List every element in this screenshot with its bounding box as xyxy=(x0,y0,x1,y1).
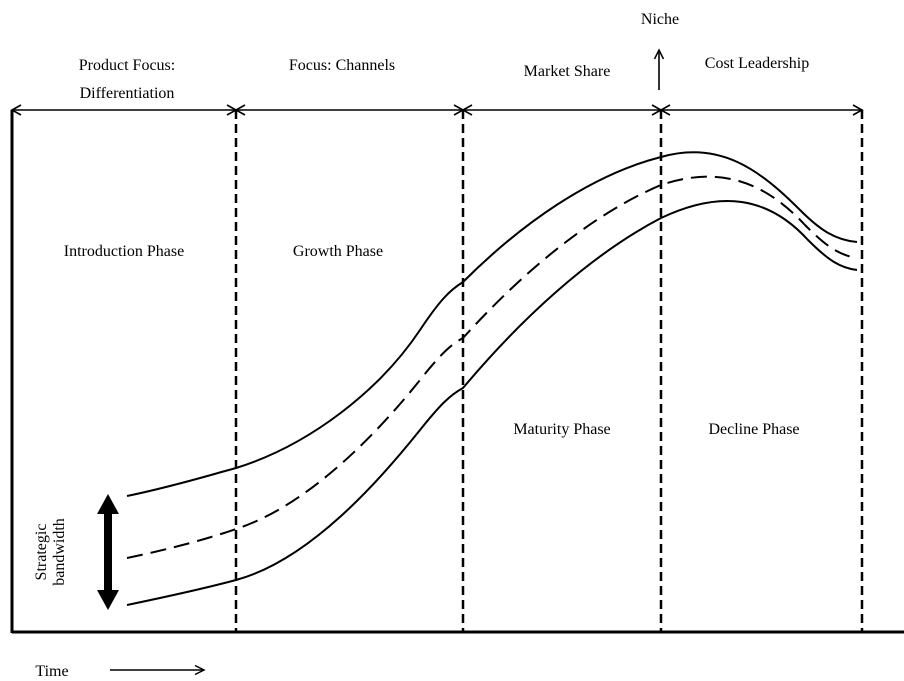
bandwidth-label-strategic: Strategic xyxy=(33,524,50,581)
bandwidth-label-bandwidth: bandwidth xyxy=(51,518,68,586)
phase-label-growth: Growth Phase xyxy=(293,243,383,260)
phase-label-maturity: Maturity Phase xyxy=(513,421,610,438)
strategic-bandwidth-arrow-bottom xyxy=(97,590,119,610)
time-axis-label: Time xyxy=(35,663,68,680)
strategy-label-differentiation: Differentiation xyxy=(80,85,175,102)
strategy-label-market-share: Market Share xyxy=(524,63,611,80)
strategy-label-cost-leadership: Cost Leadership xyxy=(705,55,809,72)
strategic-bandwidth-arrow-top xyxy=(97,494,119,514)
strategy-label-niche: Niche xyxy=(641,11,679,28)
phase-label-introduction: Introduction Phase xyxy=(64,243,184,260)
strategy-label-product-focus: Product Focus: xyxy=(79,57,175,74)
phase-label-decline: Decline Phase xyxy=(708,421,799,438)
strategy-label-channels: Focus: Channels xyxy=(289,57,395,74)
